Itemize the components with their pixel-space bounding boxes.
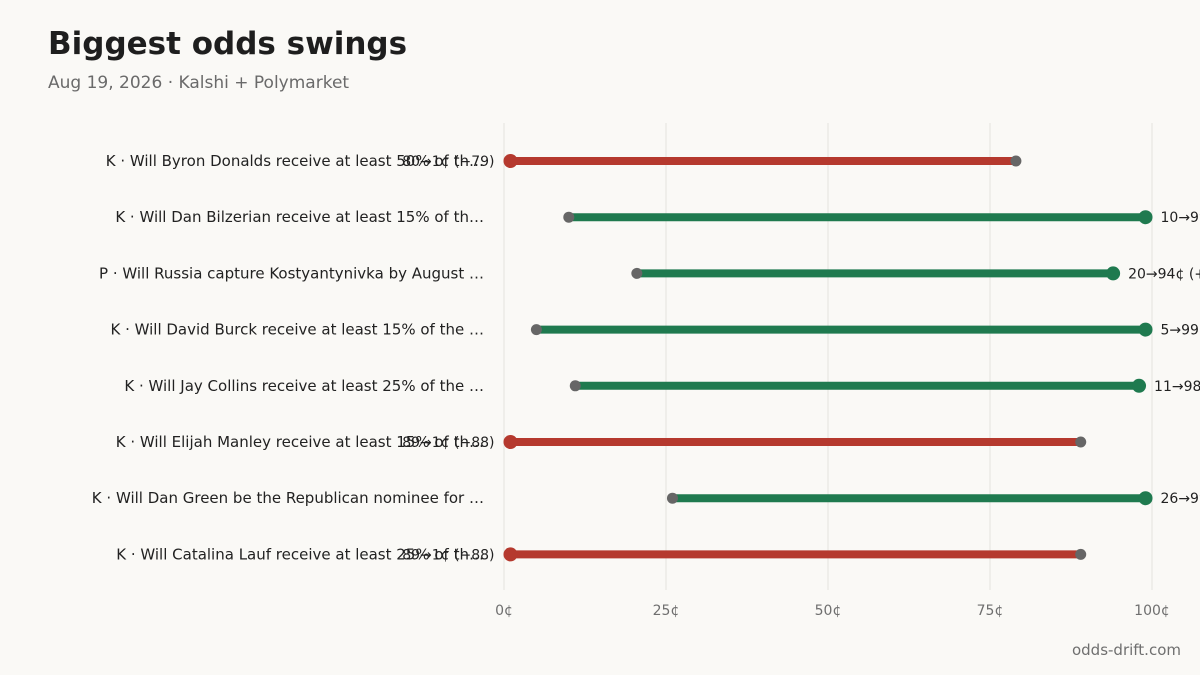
swing-row: P · Will Russia capture Kostyantynivka b… [99, 264, 1200, 282]
swing-value-label: 11→98¢ (+87) [1154, 379, 1200, 395]
end-point [1138, 210, 1153, 225]
end-point [1138, 322, 1153, 337]
end-point [503, 154, 518, 168]
end-point [503, 435, 518, 449]
swing-value-label: 20→94¢ (+73) [1128, 266, 1200, 282]
source-credit: odds-drift.com [1071, 641, 1181, 659]
market-label: K · Will Elijah Manley receive at least … [116, 433, 484, 451]
swing-value-label: 80→1¢ (−79) [402, 154, 494, 170]
end-point [503, 547, 518, 562]
x-tick-label: 100¢ [1134, 603, 1170, 619]
swing-row: K · Will Catalina Lauf receive at least … [116, 545, 1087, 563]
swing-value-label: 89→1¢ (−88) [402, 435, 494, 451]
grid-layer [503, 123, 1153, 590]
x-tick-label: 0¢ [495, 603, 513, 619]
chart-subtitle: Aug 19, 2026 · Kalshi + Polymarket [48, 73, 350, 93]
x-tick-label: 75¢ [977, 603, 1004, 619]
start-point [1010, 155, 1022, 167]
swing-row: K · Will Elijah Manley receive at least … [116, 433, 1087, 451]
market-label: K · Will Catalina Lauf receive at least … [116, 545, 484, 563]
market-label: K · Will Jay Collins receive at least 25… [124, 377, 484, 395]
market-label: K · Will David Burck receive at least 15… [110, 321, 484, 339]
end-point [1106, 266, 1121, 281]
end-point [1138, 491, 1153, 506]
start-point [631, 267, 643, 279]
swing-value-label: 89→1¢ (−88) [402, 547, 494, 563]
swing-row: K · Will Jay Collins receive at least 25… [124, 377, 1200, 395]
swing-row: K · Will Dan Green be the Republican nom… [92, 489, 1200, 507]
start-point [569, 380, 581, 392]
market-label: K · Will Dan Bilzerian receive at least … [115, 208, 484, 226]
x-tick-label: 25¢ [653, 603, 680, 619]
market-label: P · Will Russia capture Kostyantynivka b… [99, 264, 484, 282]
rows-layer: K · Will Byron Donalds receive at least … [92, 152, 1200, 563]
chart-title: Biggest odds swings [48, 26, 408, 62]
market-label: K · Will Dan Green be the Republican nom… [92, 489, 484, 507]
swing-row: K · Will Dan Bilzerian receive at least … [115, 208, 1200, 226]
x-tick-label: 50¢ [815, 603, 842, 619]
start-point [1075, 548, 1087, 560]
start-point [1075, 436, 1087, 448]
swing-row: K · Will David Burck receive at least 15… [110, 321, 1200, 339]
swing-row: K · Will Byron Donalds receive at least … [106, 152, 1022, 170]
start-point [530, 324, 542, 336]
swing-value-label: 10→99¢ (+89) [1161, 210, 1200, 226]
x-axis: 0¢ 25¢ 50¢ 75¢ 100¢ [495, 603, 1170, 619]
start-point [666, 492, 678, 504]
swing-value-label: 5→99¢ (+94) [1161, 323, 1200, 339]
swing-value-label: 26→99¢ (+73) [1161, 491, 1200, 507]
end-point [1132, 378, 1147, 393]
market-label: K · Will Byron Donalds receive at least … [106, 152, 484, 170]
start-point [563, 211, 575, 223]
